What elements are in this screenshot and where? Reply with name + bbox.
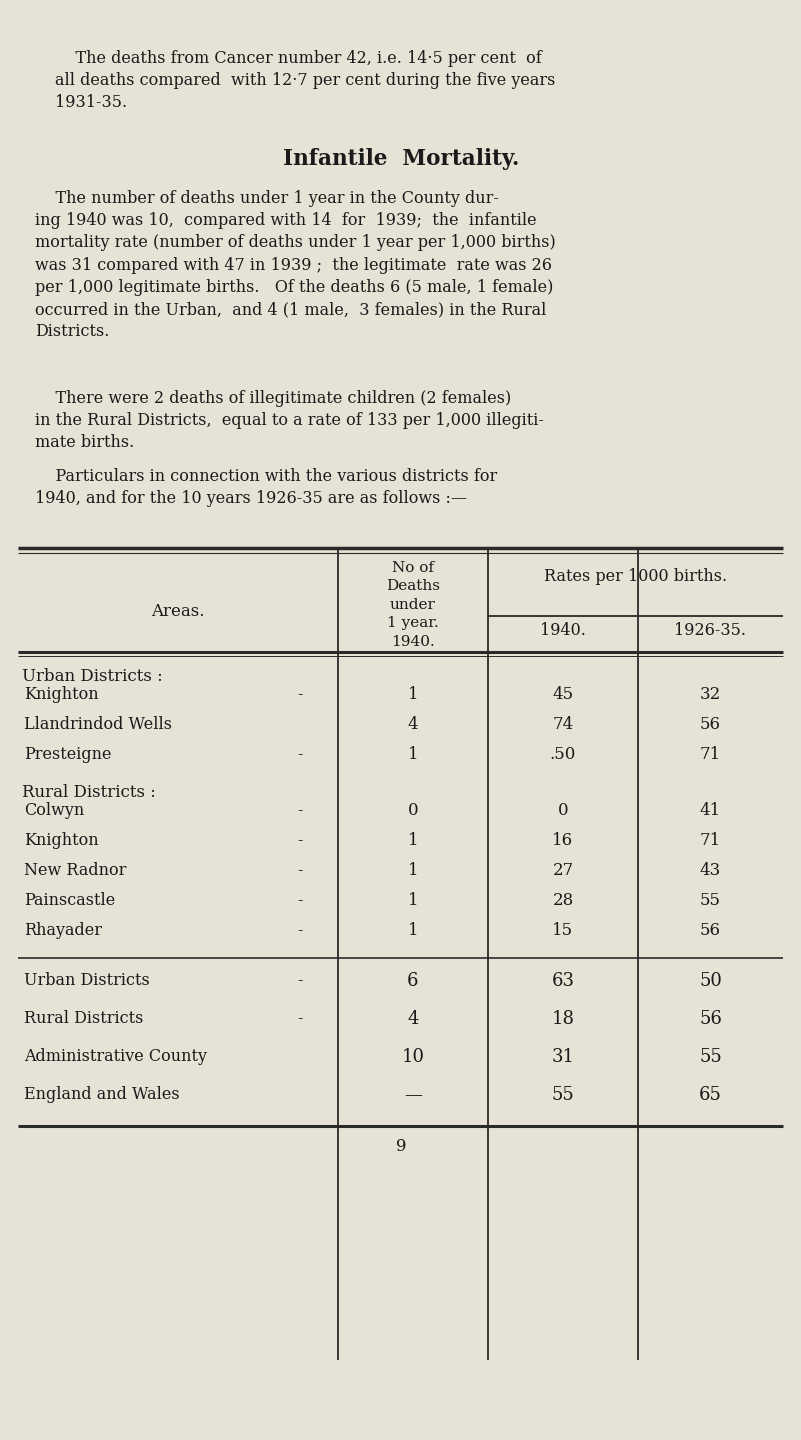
Text: There were 2 deaths of illegitimate children (2 females)
in the Rural Districts,: There were 2 deaths of illegitimate chil… bbox=[35, 390, 544, 451]
Text: .50: .50 bbox=[549, 746, 576, 763]
Text: 63: 63 bbox=[552, 972, 574, 991]
Text: 1926-35.: 1926-35. bbox=[674, 622, 747, 639]
Text: 0: 0 bbox=[557, 802, 569, 819]
Text: -: - bbox=[297, 746, 303, 763]
Text: 41: 41 bbox=[700, 802, 721, 819]
Text: 71: 71 bbox=[700, 746, 721, 763]
Text: Rhayader: Rhayader bbox=[24, 922, 102, 939]
Text: Areas.: Areas. bbox=[151, 603, 205, 621]
Text: The number of deaths under 1 year in the County dur-
ing 1940 was 10,  compared : The number of deaths under 1 year in the… bbox=[35, 190, 556, 340]
Text: England and Wales: England and Wales bbox=[24, 1086, 179, 1103]
Text: 32: 32 bbox=[700, 685, 721, 703]
Text: Rural Districts: Rural Districts bbox=[24, 1009, 143, 1027]
Text: 56: 56 bbox=[699, 1009, 722, 1028]
Text: -: - bbox=[297, 685, 303, 703]
Text: Administrative County: Administrative County bbox=[24, 1048, 207, 1066]
Text: 50: 50 bbox=[699, 972, 722, 991]
Text: 9: 9 bbox=[396, 1138, 406, 1155]
Text: 65: 65 bbox=[699, 1086, 722, 1104]
Text: -: - bbox=[297, 802, 303, 819]
Text: 16: 16 bbox=[553, 832, 574, 850]
Text: 71: 71 bbox=[700, 832, 721, 850]
Text: 1: 1 bbox=[408, 685, 418, 703]
Text: 55: 55 bbox=[552, 1086, 574, 1104]
Text: New Radnor: New Radnor bbox=[24, 863, 127, 878]
Text: The deaths from Cancer number 42, i.e. 14·5 per cent  of
all deaths compared  wi: The deaths from Cancer number 42, i.e. 1… bbox=[55, 50, 555, 111]
Text: 1: 1 bbox=[408, 746, 418, 763]
Text: 4: 4 bbox=[408, 716, 418, 733]
Text: Knighton: Knighton bbox=[24, 685, 99, 703]
Text: 4: 4 bbox=[408, 1009, 419, 1028]
Text: 1: 1 bbox=[408, 863, 418, 878]
Text: 43: 43 bbox=[700, 863, 721, 878]
Text: 10: 10 bbox=[401, 1048, 425, 1066]
Text: -: - bbox=[297, 1009, 303, 1027]
Text: -: - bbox=[297, 922, 303, 939]
Text: No of
Deaths
under
1 year.
1940.: No of Deaths under 1 year. 1940. bbox=[386, 562, 440, 648]
Text: -: - bbox=[297, 832, 303, 850]
Text: 15: 15 bbox=[553, 922, 574, 939]
Text: -: - bbox=[297, 891, 303, 909]
Text: Presteigne: Presteigne bbox=[24, 746, 111, 763]
Text: 6: 6 bbox=[407, 972, 419, 991]
Text: Knighton: Knighton bbox=[24, 832, 99, 850]
Text: 55: 55 bbox=[699, 1048, 722, 1066]
Text: 56: 56 bbox=[700, 922, 721, 939]
Text: 1: 1 bbox=[408, 891, 418, 909]
Text: 18: 18 bbox=[552, 1009, 574, 1028]
Text: Urban Districts :: Urban Districts : bbox=[22, 668, 163, 685]
Text: Llandrindod Wells: Llandrindod Wells bbox=[24, 716, 172, 733]
Text: 1: 1 bbox=[408, 922, 418, 939]
Text: Particulars in connection with the various districts for
1940, and for the 10 ye: Particulars in connection with the vario… bbox=[35, 468, 497, 507]
Text: Rates per 1000 births.: Rates per 1000 births. bbox=[544, 567, 727, 585]
Text: 74: 74 bbox=[553, 716, 574, 733]
Text: Urban Districts: Urban Districts bbox=[24, 972, 150, 989]
Text: 27: 27 bbox=[553, 863, 574, 878]
Text: 0: 0 bbox=[408, 802, 418, 819]
Text: 45: 45 bbox=[553, 685, 574, 703]
Text: 1: 1 bbox=[408, 832, 418, 850]
Text: Colwyn: Colwyn bbox=[24, 802, 84, 819]
Text: -: - bbox=[297, 972, 303, 989]
Text: Painscastle: Painscastle bbox=[24, 891, 115, 909]
Text: —: — bbox=[404, 1086, 422, 1104]
Text: 55: 55 bbox=[700, 891, 721, 909]
Text: 1940.: 1940. bbox=[540, 622, 586, 639]
Text: Infantile  Mortality.: Infantile Mortality. bbox=[283, 148, 519, 170]
Text: 28: 28 bbox=[553, 891, 574, 909]
Text: -: - bbox=[297, 863, 303, 878]
Text: Rural Districts :: Rural Districts : bbox=[22, 783, 156, 801]
Text: 56: 56 bbox=[700, 716, 721, 733]
Text: 31: 31 bbox=[552, 1048, 574, 1066]
